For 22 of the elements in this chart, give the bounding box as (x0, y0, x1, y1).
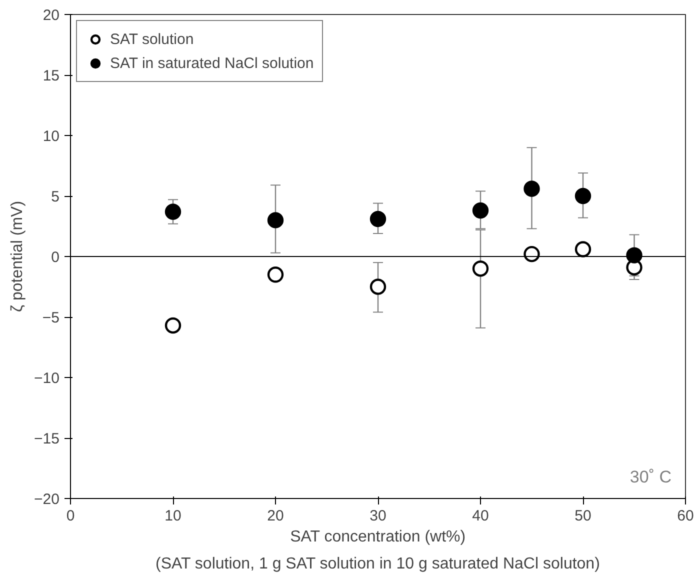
y-tick-label: 10 (42, 128, 60, 145)
legend-label: SAT solution (110, 30, 194, 48)
y-tick-label: 0 (51, 249, 60, 266)
x-tick-label: 30 (370, 508, 386, 524)
annotation: 30˚ C (630, 468, 672, 486)
x-tick-label: 20 (267, 508, 284, 524)
y-axis-title: ζ potential (mV) (9, 200, 26, 312)
x-tick-label: 40 (472, 508, 489, 524)
x-tick-label: 60 (677, 508, 694, 524)
x-tick-label: 50 (574, 508, 592, 524)
x-tick-label: 10 (164, 508, 182, 524)
x-axis-title: SAT concentration (wt%) (290, 528, 466, 546)
y-tick-label: −10 (34, 370, 60, 387)
legend-label: SAT in saturated NaCl solution (110, 54, 314, 72)
y-tick-label: 5 (51, 188, 60, 206)
y-tick-label: 20 (42, 7, 60, 24)
y-tick-label: 15 (42, 68, 60, 84)
y-tick-label: −5 (42, 310, 60, 326)
x-tick-label: 0 (66, 508, 75, 524)
y-tick-label: −15 (34, 430, 60, 448)
text: (SAT solution, 1 g SAT solution in 10 g saturated NaCl soluton) (156, 556, 600, 572)
y-tick-label: −20 (34, 491, 60, 508)
